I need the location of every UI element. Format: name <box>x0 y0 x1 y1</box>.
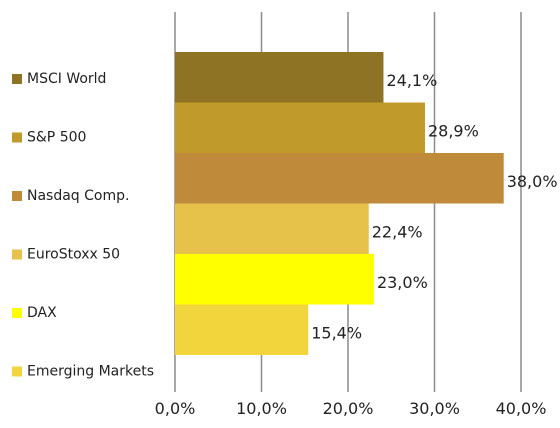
legend-swatch <box>12 249 22 260</box>
legend-entry: EuroStoxx 50 <box>27 247 120 263</box>
value-label: 15,4% <box>311 324 362 343</box>
legend-swatch <box>12 308 22 318</box>
legend-entry: MSCI World <box>27 71 106 87</box>
legend-entry: Emerging Markets <box>27 364 154 380</box>
bar <box>175 203 369 254</box>
x-tick-label: 0,0% <box>155 399 196 418</box>
bar <box>175 304 309 355</box>
bar <box>175 52 384 103</box>
legend-swatch <box>12 74 22 84</box>
value-label: 24,1% <box>386 71 437 90</box>
value-labels: 24,1% 28,9% 38,0% 22,4% 23,0% 15,4% <box>311 71 557 343</box>
legend-swatch <box>12 191 22 201</box>
legend-swatch <box>12 132 22 143</box>
value-label: 22,4% <box>372 223 423 242</box>
x-tick-label: 30,0% <box>409 399 460 418</box>
x-tick-label: 20,0% <box>323 399 374 418</box>
x-axis-ticks: 0,0% 10,0% 20,0% 30,0% 40,0% <box>155 399 547 418</box>
value-label: 28,9% <box>428 122 479 141</box>
bars <box>175 52 504 355</box>
value-label: 23,0% <box>377 273 428 292</box>
legend-entry: Nasdaq Comp. <box>27 188 129 204</box>
legend: MSCI World S&P 500 Nasdaq Comp. EuroStoxx 5… <box>12 71 154 380</box>
bar <box>175 102 425 153</box>
value-label: 38,0% <box>507 172 558 191</box>
legend-swatch <box>12 366 22 377</box>
x-tick-label: 40,0% <box>496 399 547 418</box>
x-tick-label: 10,0% <box>236 399 287 418</box>
legend-entry: DAX <box>27 305 57 321</box>
legend-entry: S&P 500 <box>27 130 86 146</box>
bar <box>175 153 504 204</box>
bar <box>175 254 374 305</box>
